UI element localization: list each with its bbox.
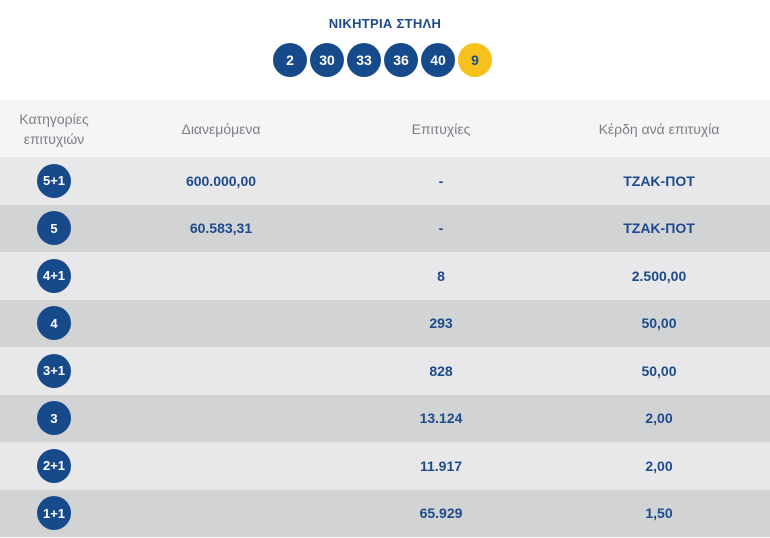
winning-number-ball: 30 bbox=[310, 43, 344, 77]
prize-value: 1,50 bbox=[645, 505, 673, 522]
winners-value: 65.929 bbox=[419, 505, 463, 522]
category-badge: 5+1 bbox=[37, 163, 71, 198]
header-distributed: Διανεμόμενα bbox=[181, 120, 261, 137]
prize-value: 50,00 bbox=[641, 315, 677, 332]
prize-value: 2,00 bbox=[645, 457, 673, 474]
category-badge: 1+1 bbox=[37, 496, 71, 531]
prize-value: ΤΖΑΚ-ΠΟΤ bbox=[623, 220, 695, 237]
prize-value: 2,00 bbox=[645, 410, 673, 427]
prize-value: 50,00 bbox=[641, 362, 677, 379]
table-row: 3+1 828 50,00 bbox=[0, 347, 770, 395]
category-badge: 5 bbox=[37, 211, 71, 246]
winners-value: 828 bbox=[429, 362, 453, 379]
distributed-value: 60.583,31 bbox=[189, 220, 253, 237]
header-categories: Κατηγορίες επιτυχιών bbox=[0, 109, 108, 149]
table-row: 3 13.124 2,00 bbox=[0, 394, 770, 442]
table-row: 1+1 65.929 1,50 bbox=[0, 489, 770, 537]
header-categories-line2: επιτυχιών bbox=[23, 130, 85, 147]
prize-table-header: Κατηγορίες επιτυχιών Διανεμόμενα Επιτυχί… bbox=[0, 100, 770, 157]
distributed-value: 600.000,00 bbox=[185, 172, 257, 189]
category-badge: 3 bbox=[37, 401, 71, 436]
winning-number-ball: 33 bbox=[347, 43, 381, 77]
winners-value: - bbox=[438, 220, 444, 237]
header-categories-line1: Κατηγορίες bbox=[19, 110, 89, 127]
category-badge: 3+1 bbox=[37, 353, 71, 388]
prize-table: Κατηγορίες επιτυχιών Διανεμόμενα Επιτυχί… bbox=[0, 100, 770, 537]
category-badge: 4 bbox=[37, 306, 71, 341]
prize-table-body: 5+1 600.000,00 - ΤΖΑΚ-ΠΟΤ 5 60.583,31 - … bbox=[0, 157, 770, 537]
winners-value: 8 bbox=[437, 267, 445, 284]
category-badge: 4+1 bbox=[37, 258, 71, 293]
category-badge: 2+1 bbox=[37, 448, 71, 483]
table-row: 5+1 600.000,00 - ΤΖΑΚ-ΠΟΤ bbox=[0, 157, 770, 205]
winners-value: 13.124 bbox=[419, 410, 463, 427]
winning-column-section: ΝΙΚΗΤΡΙΑ ΣΤΗΛΗ 2 30 33 36 40 9 bbox=[0, 0, 770, 100]
winning-numbers: 2 30 33 36 40 9 bbox=[273, 43, 492, 77]
winning-number-ball: 40 bbox=[421, 43, 455, 77]
winning-column-title: ΝΙΚΗΤΡΙΑ ΣΤΗΛΗ bbox=[328, 16, 442, 31]
prize-value: ΤΖΑΚ-ΠΟΤ bbox=[623, 172, 695, 189]
winning-number-ball: 2 bbox=[273, 43, 307, 77]
winners-value: 293 bbox=[429, 315, 453, 332]
table-row: 2+1 11.917 2,00 bbox=[0, 442, 770, 490]
winners-value: 11.917 bbox=[419, 457, 463, 474]
header-prize-per-winner: Κέρδη ανά επιτυχία bbox=[598, 120, 720, 137]
prize-value: 2.500,00 bbox=[631, 267, 687, 284]
winning-number-ball: 36 bbox=[384, 43, 418, 77]
bonus-number-ball: 9 bbox=[458, 43, 492, 77]
table-row: 5 60.583,31 - ΤΖΑΚ-ΠΟΤ bbox=[0, 204, 770, 252]
header-winners: Επιτυχίες bbox=[411, 120, 471, 137]
table-row: 4+1 8 2.500,00 bbox=[0, 252, 770, 300]
winners-value: - bbox=[438, 172, 444, 189]
table-row: 4 293 50,00 bbox=[0, 299, 770, 347]
